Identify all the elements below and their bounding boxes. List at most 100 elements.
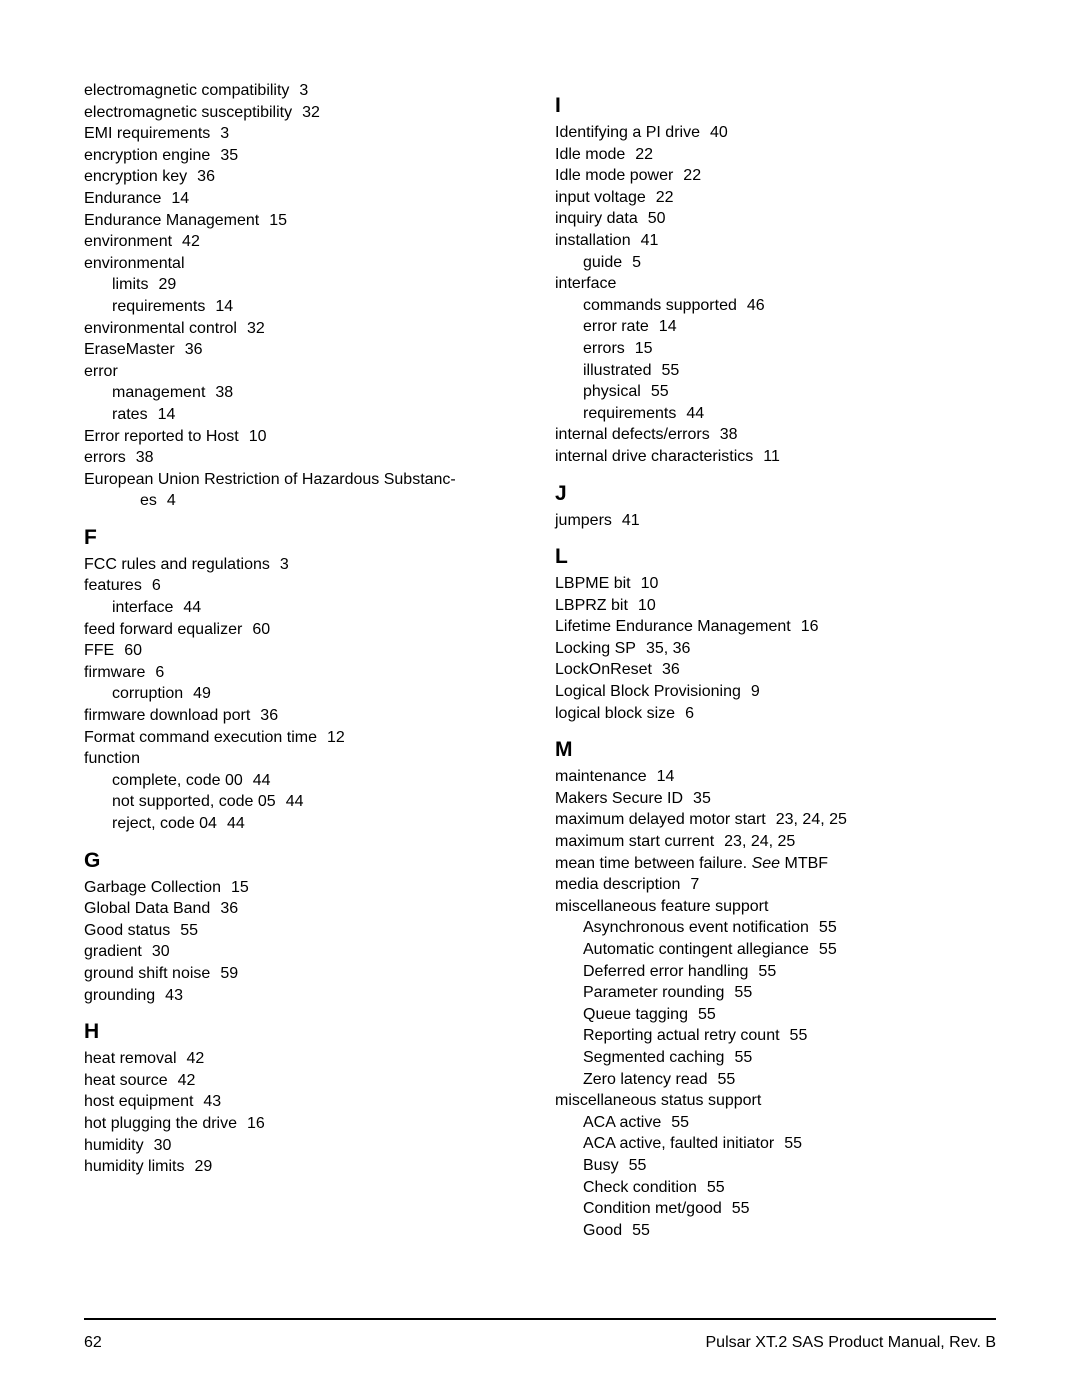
- index-term: Deferred error handling: [583, 963, 748, 980]
- index-entry: requirements14: [84, 296, 525, 318]
- index-entry: interface: [555, 273, 996, 295]
- index-see-ref: See: [752, 855, 780, 872]
- index-page-ref: 44: [227, 815, 245, 832]
- index-term: internal defects/errors: [555, 426, 710, 443]
- index-entry: Format command execution time12: [84, 727, 525, 749]
- index-term: LBPRZ bit: [555, 597, 628, 614]
- manual-title: Pulsar XT.2 SAS Product Manual, Rev. B: [706, 1334, 997, 1352]
- index-term: FFE: [84, 642, 114, 659]
- index-page-ref: 59: [220, 965, 238, 982]
- index-page-ref: 4: [167, 492, 176, 509]
- index-page-ref: 55: [180, 922, 198, 939]
- index-entry: grounding43: [84, 985, 525, 1007]
- index-entry: ground shift noise59: [84, 963, 525, 985]
- index-page-ref: 6: [685, 705, 694, 722]
- index-entry: es 4: [84, 490, 525, 512]
- index-term: inquiry data: [555, 210, 638, 227]
- index-page-ref: 42: [182, 233, 200, 250]
- index-term: reject, code 04: [112, 815, 217, 832]
- index-entry: Condition met/good55: [555, 1198, 996, 1220]
- index-entry: maximum start current23, 24, 25: [555, 831, 996, 853]
- index-page-ref: 15: [269, 212, 287, 229]
- index-term: error: [84, 363, 118, 380]
- index-entry: Good status55: [84, 920, 525, 942]
- index-page-ref: 60: [124, 642, 142, 659]
- index-term: es: [140, 492, 157, 509]
- index-term: limits: [112, 276, 148, 293]
- index-page-ref: 3: [220, 125, 229, 142]
- index-entry: Lifetime Endurance Management16: [555, 616, 996, 638]
- index-term: errors: [84, 449, 126, 466]
- index-term: EraseMaster: [84, 341, 175, 358]
- index-term: miscellaneous status support: [555, 1092, 761, 1109]
- index-entry: installation41: [555, 230, 996, 252]
- index-term: interface: [555, 275, 616, 292]
- index-term: error rate: [583, 318, 649, 335]
- index-entry: environment42: [84, 231, 525, 253]
- index-entry: guide5: [555, 252, 996, 274]
- index-term: Segmented caching: [583, 1049, 724, 1066]
- index-term: environmental: [84, 255, 185, 272]
- index-term: logical block size: [555, 705, 675, 722]
- index-see-target: MTBF: [784, 855, 828, 872]
- index-term: environmental control: [84, 320, 237, 337]
- index-term: ACA active: [583, 1114, 661, 1131]
- index-term: Reporting actual retry count: [583, 1027, 780, 1044]
- index-page-ref: 42: [187, 1050, 205, 1067]
- index-entry: heat removal42: [84, 1048, 525, 1070]
- index-page-ref: 55: [758, 963, 776, 980]
- index-entry: features6: [84, 575, 525, 597]
- index-entry: LBPRZ bit 10: [555, 595, 996, 617]
- index-term: firmware download port: [84, 707, 250, 724]
- index-page-ref: 55: [707, 1179, 725, 1196]
- index-entry: maintenance 14: [555, 766, 996, 788]
- index-page-ref: 6: [152, 577, 161, 594]
- index-entry: complete, code 0044: [84, 770, 525, 792]
- index-page-ref: 35: [693, 790, 711, 807]
- index-entry: firmware6: [84, 662, 525, 684]
- index-page-ref: 55: [629, 1157, 647, 1174]
- index-term: Asynchronous event notification: [583, 919, 809, 936]
- index-entry: environmental: [84, 253, 525, 275]
- index-page-ref: 14: [158, 406, 176, 423]
- index-entry: European Union Restriction of Hazardous …: [84, 469, 525, 491]
- index-term: EMI requirements: [84, 125, 210, 142]
- index-term: Queue tagging: [583, 1006, 688, 1023]
- index-term: humidity: [84, 1137, 144, 1154]
- index-page-ref: 36: [197, 168, 215, 185]
- index-page-ref: 44: [686, 405, 704, 422]
- index-entry: FFE 60: [84, 640, 525, 662]
- index-term: Logical Block Provisioning: [555, 683, 741, 700]
- index-heading: F: [84, 526, 525, 550]
- index-term: rates: [112, 406, 148, 423]
- index-term: heat source: [84, 1072, 168, 1089]
- index-entry: errors38: [84, 447, 525, 469]
- index-term: miscellaneous feature support: [555, 898, 768, 915]
- index-entry: miscellaneous feature support: [555, 896, 996, 918]
- index-term: errors: [583, 340, 625, 357]
- index-term: interface: [112, 599, 173, 616]
- index-entry: firmware download port36: [84, 705, 525, 727]
- index-page-ref: 55: [661, 362, 679, 379]
- index-page-ref: 55: [784, 1135, 802, 1152]
- index-page-ref: 36: [662, 661, 680, 678]
- index-page-ref: 10: [638, 597, 656, 614]
- index-entry: rates 14: [84, 404, 525, 426]
- index-entry: input voltage22: [555, 187, 996, 209]
- index-page-ref: 35: [220, 147, 238, 164]
- index-term: maintenance: [555, 768, 647, 785]
- index-term: encryption key: [84, 168, 187, 185]
- index-term: input voltage: [555, 189, 646, 206]
- index-entry: mean time between failure. See MTBF: [555, 853, 996, 875]
- index-page-ref: 14: [171, 190, 189, 207]
- index-page-ref: 14: [657, 768, 675, 785]
- index-entry: limits29: [84, 274, 525, 296]
- index-column-right: IIdentifying a PI drive40Idle mode22Idle…: [555, 80, 996, 1241]
- index-entry: jumpers41: [555, 510, 996, 532]
- index-term: internal drive characteristics: [555, 448, 753, 465]
- index-entry: Error reported to Host10: [84, 426, 525, 448]
- index-entry: Garbage Collection15: [84, 877, 525, 899]
- index-term: Zero latency read: [583, 1071, 708, 1088]
- index-entry: Endurance Management15: [84, 210, 525, 232]
- index-entry: function: [84, 748, 525, 770]
